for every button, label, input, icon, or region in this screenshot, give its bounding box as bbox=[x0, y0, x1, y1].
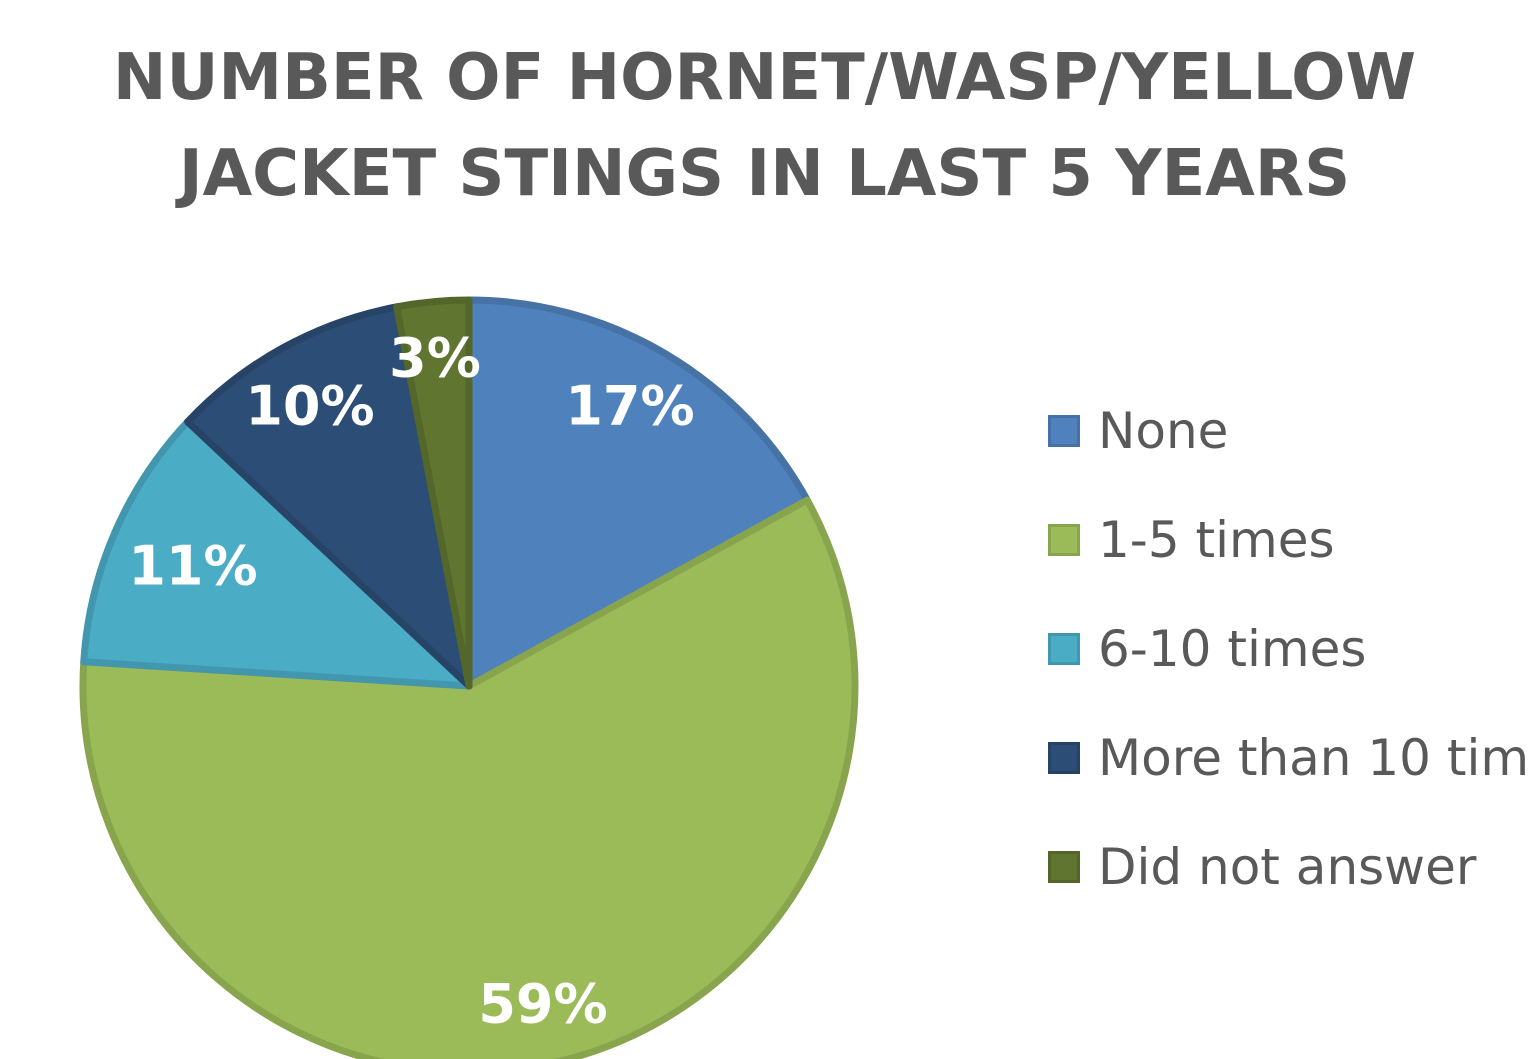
legend: None 1-5 times 6-10 times More than 10 t… bbox=[1048, 376, 1529, 921]
legend-item-none: None bbox=[1048, 376, 1529, 485]
legend-swatch-1-5-times bbox=[1048, 523, 1080, 556]
legend-label-6-10-times: 6-10 times bbox=[1098, 619, 1367, 678]
legend-label-did-not-answer: Did not answer bbox=[1098, 837, 1477, 896]
pie-slice-none bbox=[465, 296, 811, 690]
legend-label-1-5-times: 1-5 times bbox=[1098, 510, 1335, 569]
legend-label-none: None bbox=[1098, 401, 1229, 460]
data-label-none: 17% bbox=[565, 375, 694, 438]
pie-slice-6-10-times bbox=[80, 418, 473, 690]
legend-item-did-not-answer: Did not answer bbox=[1048, 812, 1529, 921]
pie-slices bbox=[79, 296, 859, 1059]
pie-slice-more-than-10-times bbox=[184, 303, 473, 690]
legend-swatch-6-10-times bbox=[1048, 632, 1080, 665]
data-label-did-not-answer: 3% bbox=[389, 327, 481, 390]
data-label-1-5-times: 59% bbox=[478, 973, 607, 1036]
legend-item-more-than-10-times: More than 10 tim bbox=[1048, 703, 1529, 812]
pie-slice-1-5-times bbox=[79, 496, 859, 1059]
legend-label-more-than-10-times: More than 10 tim bbox=[1098, 728, 1529, 787]
legend-swatch-more-than-10-times bbox=[1048, 741, 1080, 774]
chart-title-line-2: JACKET STINGS IN LAST 5 YEARS bbox=[178, 137, 1351, 211]
data-label-more-than-10-times: 10% bbox=[245, 375, 374, 438]
legend-swatch-none bbox=[1048, 414, 1080, 447]
chart-title-line-1: NUMBER OF HORNET/WASP/YELLOW bbox=[112, 41, 1417, 115]
legend-item-6-10-times: 6-10 times bbox=[1048, 594, 1529, 703]
legend-swatch-did-not-answer bbox=[1048, 850, 1080, 883]
pie-data-labels: 17% 59% 11% 10%3% bbox=[128, 327, 694, 1036]
chart-title: NUMBER OF HORNET/WASP/YELLOW JACKET STIN… bbox=[0, 30, 1529, 222]
data-label-6-10-times: 11% bbox=[128, 535, 257, 598]
legend-item-1-5-times: 1-5 times bbox=[1048, 485, 1529, 594]
pie-slice-did-not-answer bbox=[393, 296, 473, 690]
